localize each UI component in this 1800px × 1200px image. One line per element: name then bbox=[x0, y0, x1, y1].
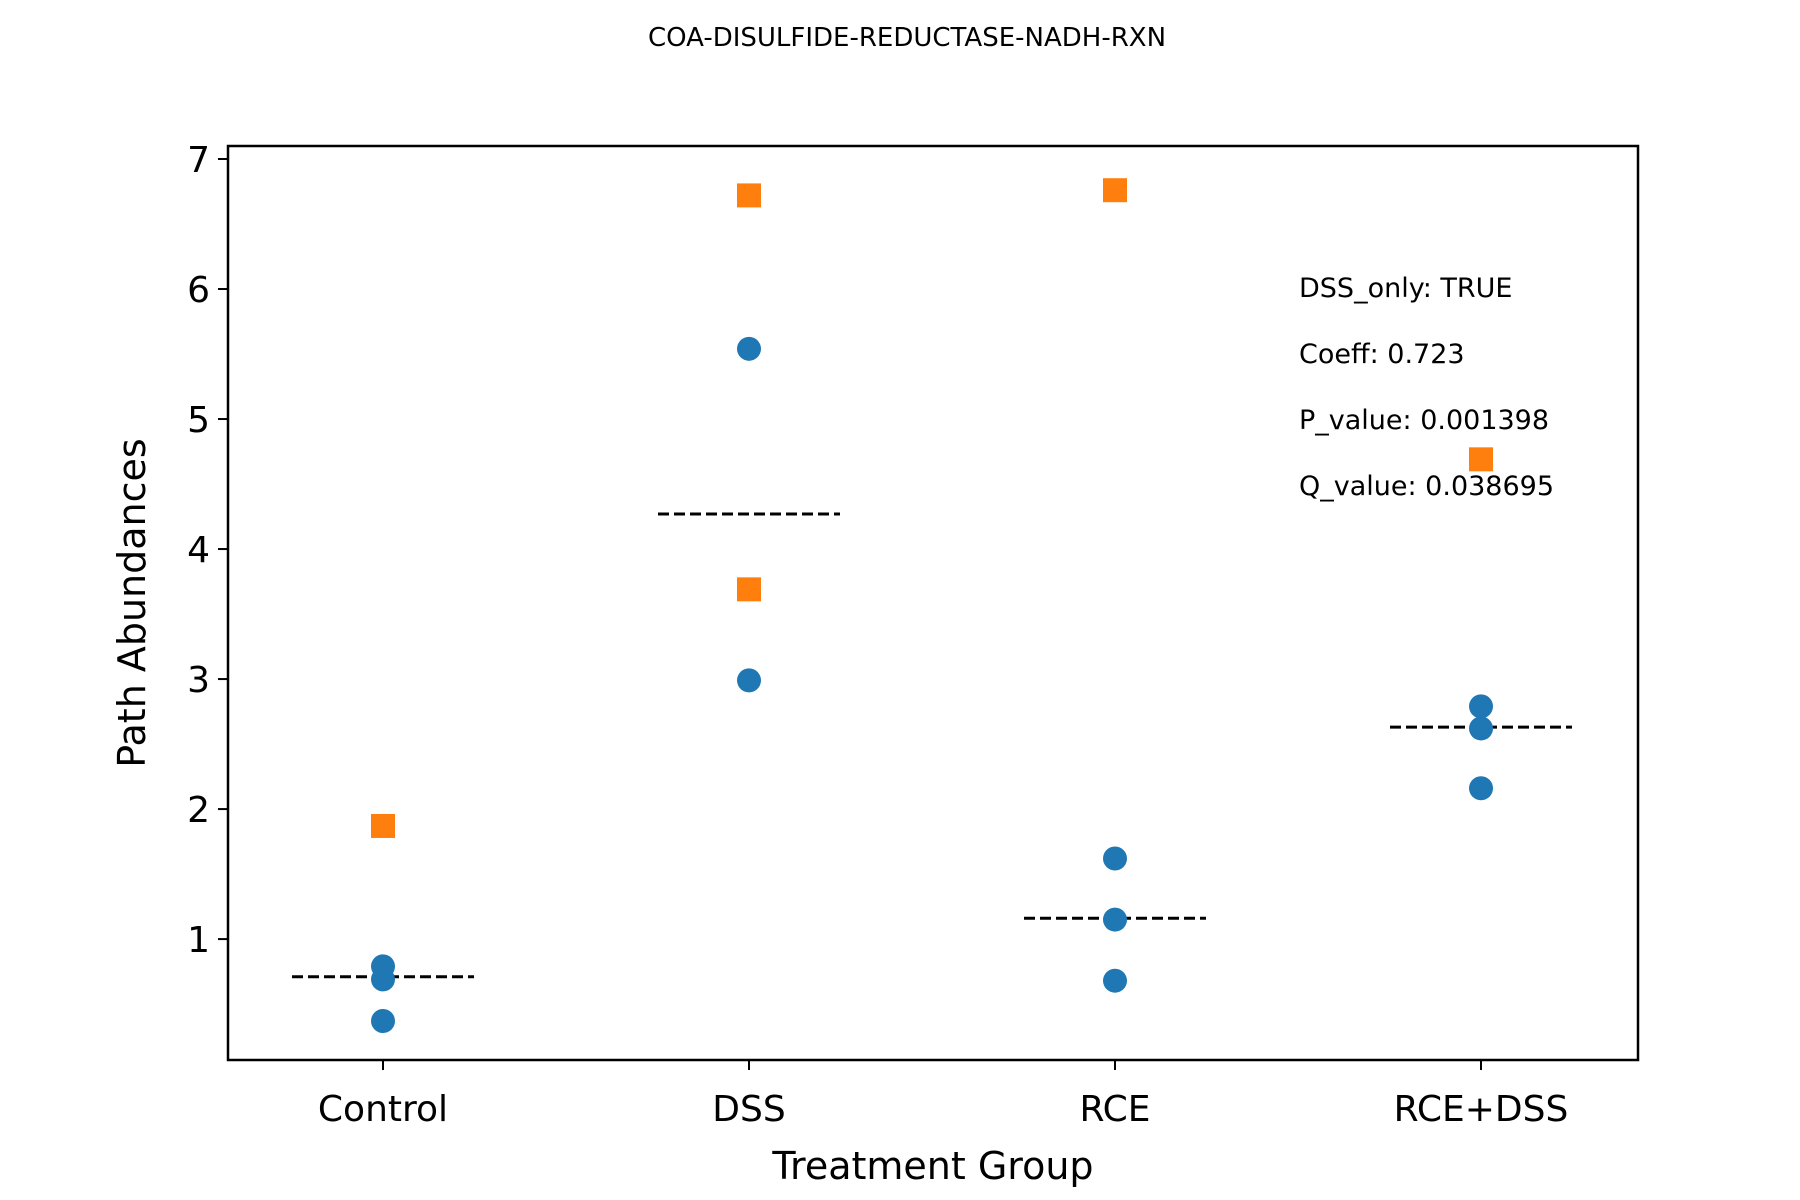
y-tick-label: 3 bbox=[187, 660, 210, 701]
data-point-square bbox=[1103, 178, 1127, 203]
data-point-circle bbox=[737, 668, 761, 693]
x-tick-label: DSS bbox=[712, 1089, 785, 1130]
data-point-circle bbox=[737, 336, 761, 361]
axes-frame bbox=[226, 144, 1640, 1062]
x-tick-label: RCE bbox=[1079, 1089, 1150, 1130]
x-axis-label: Treatment Group bbox=[771, 1144, 1093, 1188]
annotation-q-value: Q_value: 0.038695 bbox=[1299, 471, 1554, 502]
data-point-square bbox=[371, 813, 395, 838]
y-tick-label: 2 bbox=[187, 790, 210, 831]
annotation-dss-only: DSS_only: TRUE bbox=[1299, 273, 1512, 304]
data-point-circle bbox=[1469, 776, 1493, 801]
x-tick-label: RCE+DSS bbox=[1394, 1089, 1569, 1130]
chart-title: COA-DISULFIDE-REDUCTASE-NADH-RXN bbox=[648, 23, 1166, 53]
y-tick-label: 4 bbox=[187, 530, 210, 571]
annotation-coeff: Coeff: 0.723 bbox=[1299, 339, 1465, 370]
y-tick-label: 6 bbox=[187, 270, 210, 311]
data-point-square bbox=[1469, 447, 1493, 472]
data-point-circle bbox=[371, 967, 395, 992]
data-point-circle bbox=[1469, 694, 1493, 719]
data-point-circle bbox=[371, 1008, 395, 1033]
data-point-square bbox=[737, 577, 761, 602]
data-point-circle bbox=[1103, 907, 1127, 932]
data-point-square bbox=[737, 183, 761, 208]
annotation-p-value: P_value: 0.001398 bbox=[1299, 405, 1549, 436]
data-point-circle bbox=[1103, 968, 1127, 993]
plot-area: 1 2 3 4 5 6 7 Control DSS RCE RCE+DSS bbox=[187, 140, 1572, 1130]
x-tick-label: Control bbox=[318, 1089, 448, 1130]
data-point-circle bbox=[1469, 716, 1493, 741]
y-tick-label: 1 bbox=[187, 920, 210, 961]
y-tick-label: 5 bbox=[187, 400, 210, 441]
y-axis-label: Path Abundances bbox=[110, 438, 154, 767]
stats-annotations: DSS_only: TRUE Coeff: 0.723 P_value: 0.0… bbox=[1299, 273, 1554, 502]
y-tick-label: 7 bbox=[187, 140, 210, 181]
data-point-circle bbox=[1103, 846, 1127, 871]
